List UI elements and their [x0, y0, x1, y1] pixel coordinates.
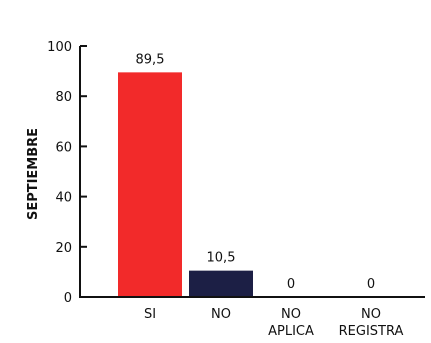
- x-category-label: NO REGISTRA: [339, 307, 404, 339]
- x-category-label: NO: [211, 307, 231, 322]
- x-category-label: SI: [144, 307, 156, 322]
- y-tick-label: 80: [55, 90, 72, 105]
- data-label: 89,5: [136, 52, 165, 67]
- y-tick-label: 0: [64, 291, 72, 306]
- data-label: 0: [367, 277, 375, 292]
- data-label: 0: [287, 277, 295, 292]
- bar-0: [118, 72, 182, 297]
- x-category-label: NO APLICA: [268, 307, 314, 339]
- x-category-label-line: APLICA: [268, 324, 314, 339]
- data-label: 10,5: [207, 251, 236, 266]
- y-tick-label: 60: [55, 140, 72, 155]
- y-tick-label: 40: [55, 191, 72, 206]
- x-category-label-line: NO: [281, 307, 301, 322]
- y-tick-label: 100: [47, 40, 72, 55]
- x-category-label-line: NO: [211, 307, 231, 322]
- x-category-label-line: NO: [361, 307, 381, 322]
- y-axis-title: SEPTIEMBRE: [26, 128, 41, 220]
- x-category-label-line: SI: [144, 307, 156, 322]
- x-category-label-line: REGISTRA: [339, 324, 404, 339]
- bar-1: [189, 270, 253, 297]
- y-tick-label: 20: [55, 241, 72, 256]
